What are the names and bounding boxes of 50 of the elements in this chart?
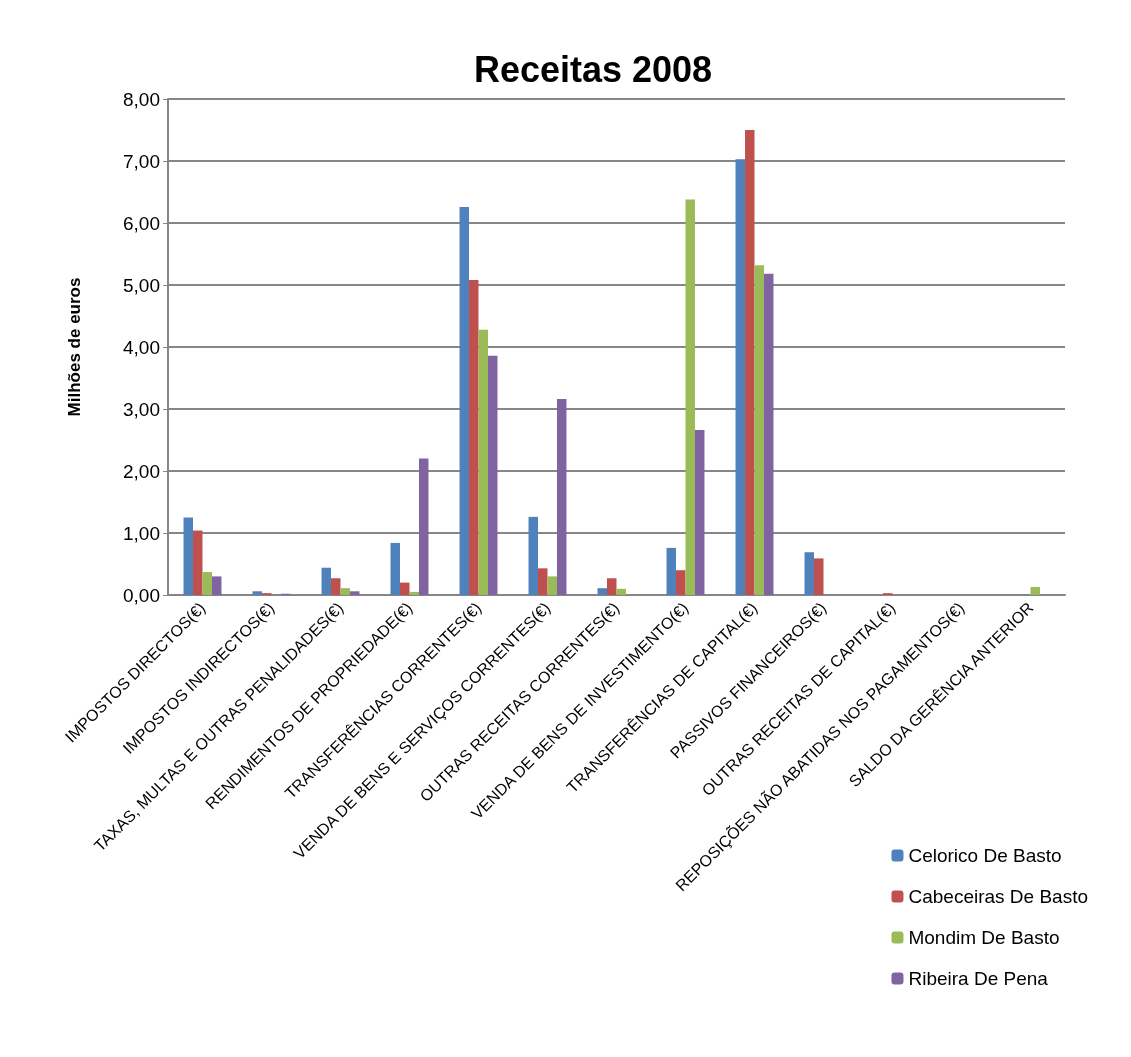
bar [538,568,548,595]
legend-label: Celorico De Basto [908,845,1062,866]
bar [418,458,429,595]
bar [814,558,824,595]
bar [556,399,567,595]
bar [694,430,705,595]
bar [331,578,341,595]
y-tick-label: 6,00 [123,212,160,234]
bar [409,591,419,595]
bar [547,576,557,595]
bar [400,582,410,595]
legend-label: Cabeceiras De Basto [908,886,1089,907]
y-axis-title: Milhões de euros [65,277,84,417]
bar [202,572,212,595]
y-tick-label: 3,00 [123,398,160,420]
bar [183,517,194,595]
bar [597,588,608,595]
bar [685,199,695,595]
bar [469,280,479,595]
bar [763,273,774,595]
bar [321,567,332,595]
bar [754,265,764,595]
bar [487,355,498,595]
bar [676,570,686,595]
y-tick-label: 7,00 [123,150,160,172]
bar [616,588,626,595]
bar [340,588,350,595]
legend-label: Ribeira De Pena [908,968,1049,989]
y-tick-label: 8,00 [123,88,160,110]
y-tick-label: 0,00 [123,584,160,606]
bar [804,552,815,595]
y-tick-label: 4,00 [123,336,160,358]
bar [735,159,746,595]
bar [390,542,401,595]
bar [607,578,617,595]
bar [1030,586,1040,595]
chart-title: Receitas 2008 [473,48,713,90]
bar [459,206,470,595]
bar [745,130,755,595]
bar [666,547,677,595]
bar [211,576,222,595]
bar [193,530,203,595]
bar [478,329,488,595]
bar [528,516,539,595]
y-tick-label: 1,00 [123,522,160,544]
y-tick-label: 2,00 [123,460,160,482]
legend-label: Mondim De Basto [908,927,1060,948]
y-tick-label: 5,00 [123,274,160,296]
bar [252,591,263,595]
bar [349,591,360,595]
